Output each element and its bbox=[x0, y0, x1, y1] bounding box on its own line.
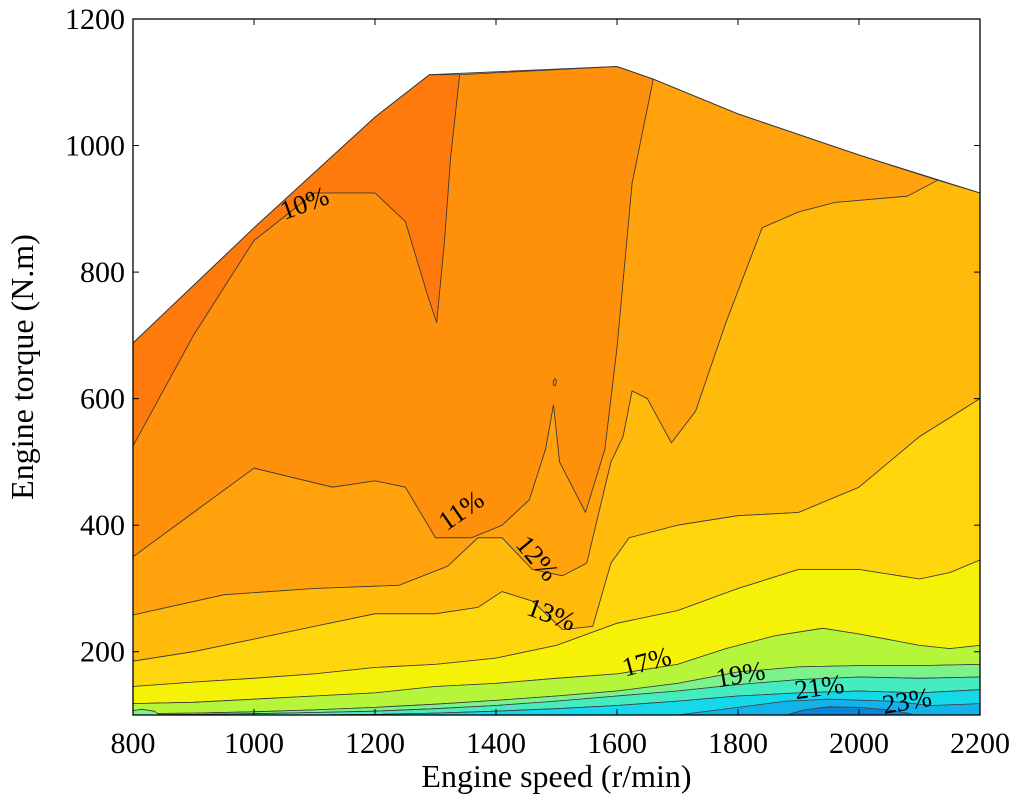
y-tick-label-1: 400 bbox=[80, 509, 125, 542]
axis-ticks: 800 1000 1200 1400 1600 1800 2000 2200 200 400 600… bbox=[65, 3, 1010, 760]
x-tick-label-7: 2200 bbox=[950, 727, 1010, 760]
x-tick-label-6: 2000 bbox=[829, 727, 889, 760]
x-tick-label-5: 1800 bbox=[708, 727, 768, 760]
y-tick-label-4: 1000 bbox=[65, 130, 125, 163]
contour-label-6: 21% bbox=[793, 669, 846, 706]
y-tick-label-5: 1200 bbox=[65, 3, 125, 36]
x-tick-label-1: 1000 bbox=[224, 727, 284, 760]
x-tick-label-2: 1200 bbox=[345, 727, 405, 760]
plot-frame bbox=[132, 18, 981, 716]
x-tick-label-4: 1600 bbox=[587, 727, 647, 760]
y-tick-label-2: 600 bbox=[80, 383, 125, 416]
x-tick-label-3: 1400 bbox=[466, 727, 526, 760]
y-axis-title: Engine torque (N.m) bbox=[4, 234, 40, 500]
contour-region-13 bbox=[552, 377, 557, 387]
x-tick-label-0: 800 bbox=[111, 727, 156, 760]
x-axis-title: Engine speed (r/min) bbox=[421, 758, 691, 794]
y-tick-label-3: 800 bbox=[80, 256, 125, 289]
y-tick-label-0: 200 bbox=[80, 636, 125, 669]
contour-plot-area bbox=[132, 65, 981, 716]
max-torque-boundary bbox=[132, 65, 981, 344]
